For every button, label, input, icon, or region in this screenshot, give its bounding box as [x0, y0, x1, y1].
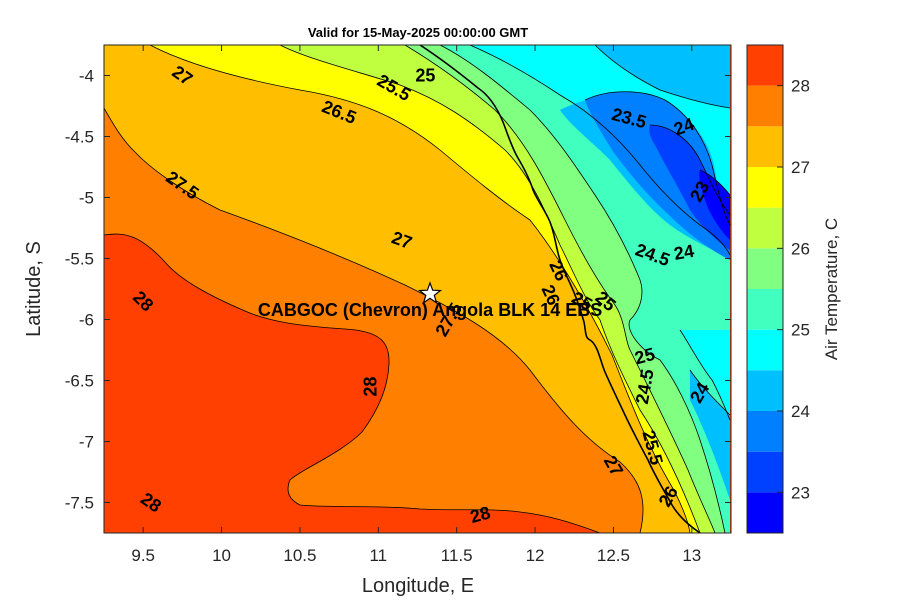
colorbar-tick-label: 28 [791, 77, 810, 96]
x-axis-label: Longitude, E [362, 575, 474, 597]
colorbar-segment [747, 167, 783, 208]
colorbar [747, 45, 783, 533]
colorbar-frame [746, 44, 784, 534]
y-tick-label: -7.5 [65, 494, 94, 513]
y-tick-label: -4.5 [65, 128, 94, 147]
contour-fill-22-5 [699, 170, 730, 240]
x-tick-label: 9.5 [131, 546, 155, 565]
colorbar-segment [747, 45, 783, 86]
y-tick-label: -7 [79, 433, 94, 452]
colorbar-tick-label: 23 [791, 483, 810, 502]
site-marker-group: CABGOC (Chevron) Angola BLK 14 EBS [258, 281, 602, 320]
contour-line-23 [699, 169, 731, 196]
colorbar-tick-label: 27 [791, 158, 810, 177]
y-tick-label: -5.5 [65, 250, 94, 269]
x-tick-label: 13 [682, 546, 701, 565]
colorbar-segment [747, 126, 783, 167]
colorbar-ticks: 23 24 25 26 27 28 [777, 77, 810, 502]
contour-line-26-5 [279, 45, 701, 533]
x-tick-label: 12 [526, 546, 545, 565]
contour-line-25-5 [439, 45, 726, 533]
y-axis-label: Latitude, S [23, 241, 45, 337]
colorbar-segment [747, 248, 783, 289]
y-tick-label: -6 [79, 311, 94, 330]
chart-title: Valid for 15-May-2025 00:00:00 GMT [308, 25, 528, 40]
contour-line-28 [104, 233, 601, 533]
colorbar-tick-label: 24 [791, 402, 810, 421]
y-tick-label: -4 [79, 67, 94, 86]
site-label: CABGOC (Chevron) Angola BLK 14 EBS [258, 300, 602, 320]
contour-label: 28 [360, 377, 380, 397]
contour-line-23-5 [649, 124, 731, 216]
colorbar-segment [747, 451, 783, 493]
colorbar-label: Air Temperature, C [822, 218, 841, 360]
contour-lines [104, 45, 731, 533]
contour-line-27 [149, 45, 691, 533]
plot-frame [103, 44, 732, 534]
colorbar-tick-label: 25 [791, 321, 810, 340]
site-star-icon [417, 281, 443, 305]
colorbar-segment [747, 207, 783, 249]
colorbar-segment [747, 289, 783, 330]
colorbar-segment [747, 370, 783, 411]
y-tick-label: -5 [79, 189, 94, 208]
contour-line-25 [469, 45, 731, 256]
colorbar-segment [747, 85, 783, 127]
contour-fill-23 [649, 125, 730, 250]
colorbar-segment [747, 492, 783, 533]
colorbar-segment [747, 411, 783, 452]
contour-label: 25 [415, 66, 435, 86]
contour-line-27-5 [104, 107, 644, 533]
contour-label: 24 [672, 241, 695, 264]
contour-fill-23-5 [585, 91, 730, 260]
x-axis: 9.5 10 10.5 11 11.5 12 12.5 13 [131, 45, 701, 565]
contour-line-26 [404, 45, 716, 533]
x-tick-label: 10 [212, 546, 231, 565]
x-tick-label: 11 [369, 546, 387, 565]
x-tick-label: 10.5 [283, 546, 316, 565]
colorbar-segment [747, 329, 783, 371]
x-tick-label: 11.5 [441, 546, 473, 565]
contour-label: 25 [633, 344, 658, 369]
y-tick-label: -6.5 [65, 372, 94, 391]
contour-line-24-5 [594, 45, 731, 109]
coastline [419, 45, 701, 533]
colorbar-tick-label: 26 [791, 239, 810, 258]
contour-line-24 [584, 91, 731, 226]
contour-line-24-5-south [679, 329, 731, 421]
y-axis: -4 -4.5 -5 -5.5 -6 -6.5 -7 -7.5 [65, 67, 731, 513]
x-tick-label: 12.5 [597, 546, 630, 565]
